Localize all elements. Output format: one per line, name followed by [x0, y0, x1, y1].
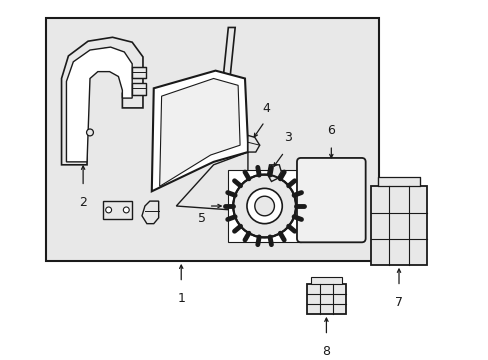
- Bar: [370, 186, 427, 265]
- Text: 7: 7: [394, 296, 402, 309]
- Bar: [310, 276, 342, 284]
- FancyBboxPatch shape: [296, 158, 365, 242]
- PathPatch shape: [66, 47, 132, 162]
- Bar: [132, 84, 145, 95]
- Text: 8: 8: [322, 345, 330, 358]
- Bar: [132, 67, 145, 78]
- Text: 6: 6: [326, 124, 335, 138]
- PathPatch shape: [61, 37, 142, 165]
- Circle shape: [123, 207, 129, 213]
- Text: 2: 2: [79, 196, 87, 209]
- PathPatch shape: [142, 201, 158, 224]
- PathPatch shape: [267, 165, 281, 181]
- Circle shape: [254, 196, 274, 216]
- Text: 1: 1: [177, 292, 185, 305]
- PathPatch shape: [247, 135, 259, 152]
- Text: 5: 5: [197, 212, 205, 225]
- Circle shape: [86, 129, 93, 136]
- PathPatch shape: [151, 71, 247, 191]
- Bar: [228, 170, 300, 242]
- PathPatch shape: [215, 27, 235, 152]
- Bar: [306, 284, 346, 314]
- Text: 3: 3: [284, 131, 291, 144]
- PathPatch shape: [159, 78, 240, 186]
- Bar: [378, 177, 419, 186]
- Circle shape: [246, 188, 282, 224]
- Circle shape: [105, 207, 111, 213]
- Bar: [46, 18, 379, 261]
- Bar: [102, 201, 132, 219]
- Circle shape: [233, 175, 295, 237]
- Text: 4: 4: [262, 102, 270, 115]
- PathPatch shape: [176, 152, 247, 211]
